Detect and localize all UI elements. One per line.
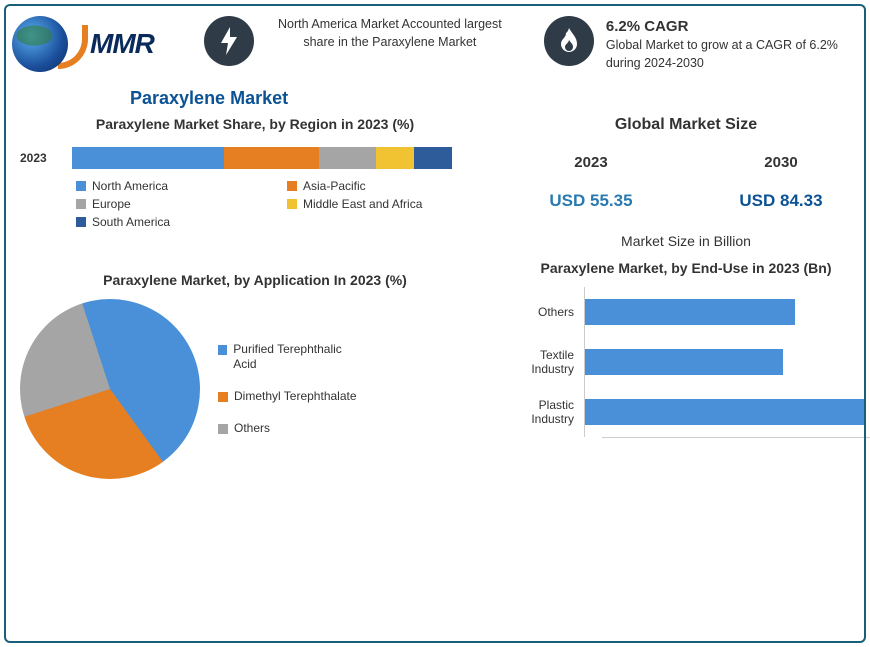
legend-item: Purified Terephthalic Acid — [218, 342, 358, 373]
application-pie-chart: Paraxylene Market, by Application In 202… — [20, 271, 490, 479]
globe-icon — [12, 16, 68, 72]
flame-icon — [544, 16, 594, 66]
legend-item: South America — [76, 215, 279, 229]
global-size-panel: Global Market Size 2023 USD 55.35 2030 USD … — [496, 115, 870, 249]
application-chart-title: Paraxylene Market, by Application In 202… — [20, 271, 490, 289]
size-col: 2030 USD 84.33 — [739, 154, 822, 211]
header-callout-region: North America Market Accounted largest s… — [204, 16, 514, 66]
legend-item: Middle East and Africa — [287, 197, 490, 211]
header: MMR North America Market Accounted large… — [0, 0, 870, 82]
legend-item: Asia-Pacific — [287, 179, 490, 193]
brand-logo: MMR — [12, 16, 154, 72]
page-title: Paraxylene Market — [130, 88, 870, 109]
legend-item: North America — [76, 179, 279, 193]
enduse-category: Others — [514, 305, 584, 319]
enduse-chart-title: Paraxylene Market, by End-Use in 2023 (B… — [496, 259, 870, 277]
pie-graphic — [20, 299, 200, 479]
enduse-row: Others — [514, 287, 870, 337]
region-chart-title: Paraxylene Market Share, by Region in 20… — [20, 115, 490, 133]
region-seg — [414, 147, 452, 169]
region-chart-year: 2023 — [20, 151, 62, 165]
enduse-bar — [585, 399, 864, 425]
region-seg — [72, 147, 224, 169]
cagr-text: Global Market to grow at a CAGR of 6.2% … — [606, 38, 838, 70]
size-year: 2030 — [739, 154, 822, 171]
region-seg — [224, 147, 319, 169]
enduse-bar — [585, 349, 783, 375]
legend-item: Dimethyl Terephthalate — [218, 389, 358, 405]
region-share-chart: Paraxylene Market Share, by Region in 20… — [20, 115, 490, 249]
region-seg — [319, 147, 376, 169]
pie-legend: Purified Terephthalic Acid Dimethyl Terep… — [218, 342, 358, 436]
size-value: USD 84.33 — [739, 191, 822, 211]
header-callout-region-text: North America Market Accounted largest s… — [266, 16, 514, 51]
region-legend: North America Asia-Pacific Europe Middle Ea… — [20, 179, 490, 229]
legend-item: Europe — [76, 197, 279, 211]
enduse-bar — [585, 299, 795, 325]
enduse-row: Plastic Industry — [514, 387, 870, 437]
enduse-row: Textile Industry — [514, 337, 870, 387]
cagr-headline: 6.2% CAGR — [606, 16, 850, 37]
logo-text: MMR — [90, 28, 154, 60]
enduse-bar-chart: Paraxylene Market, by End-Use in 2023 (B… — [496, 259, 870, 479]
region-seg — [376, 147, 414, 169]
size-col: 2023 USD 55.35 — [549, 154, 632, 211]
header-callout-cagr: 6.2% CAGR Global Market to grow at a CAG… — [544, 16, 850, 72]
global-size-note: Market Size in Billion — [496, 233, 870, 249]
global-size-title: Global Market Size — [496, 115, 870, 136]
legend-item: Others — [218, 421, 358, 437]
size-value: USD 55.35 — [549, 191, 632, 211]
size-year: 2023 — [549, 154, 632, 171]
enduse-category: Textile Industry — [514, 348, 584, 377]
bolt-icon — [204, 16, 254, 66]
enduse-category: Plastic Industry — [514, 398, 584, 427]
region-stacked-bar — [72, 147, 452, 169]
